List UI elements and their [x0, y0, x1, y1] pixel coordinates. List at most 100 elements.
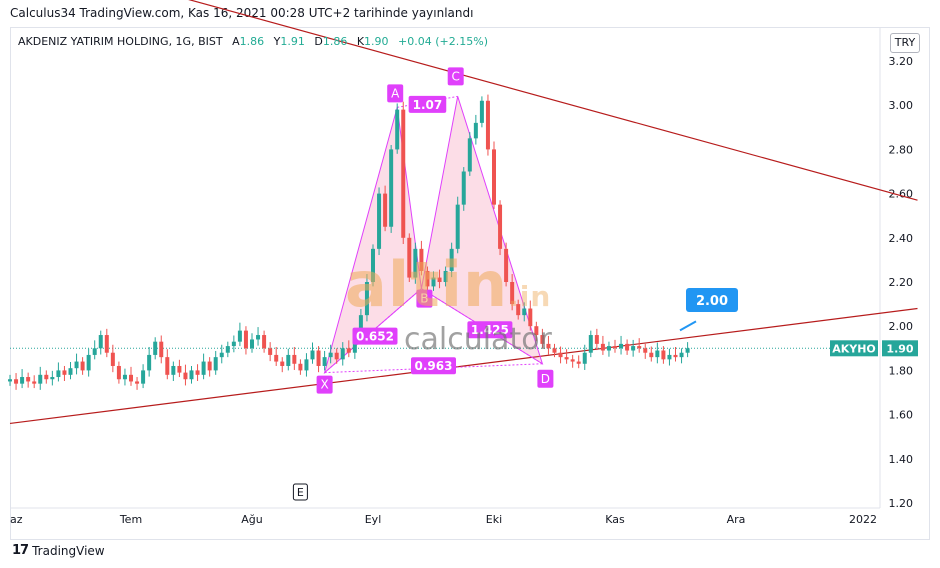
candle-body[interactable]	[110, 352, 115, 366]
candle-body[interactable]	[50, 377, 55, 380]
candle-body[interactable]	[104, 335, 109, 353]
candle-body[interactable]	[256, 335, 261, 340]
candle-body[interactable]	[340, 348, 345, 360]
candle-body[interactable]	[346, 348, 351, 353]
candle-body[interactable]	[655, 350, 660, 358]
candle-body[interactable]	[588, 335, 593, 353]
candle-body[interactable]	[8, 379, 12, 382]
candle-body[interactable]	[383, 193, 388, 227]
candle-body[interactable]	[183, 372, 188, 380]
candle-body[interactable]	[129, 374, 133, 382]
candle-body[interactable]	[165, 357, 170, 375]
candle-body[interactable]	[570, 359, 575, 362]
candle-body[interactable]	[413, 248, 418, 278]
candle-body[interactable]	[437, 277, 442, 282]
candle-body[interactable]	[62, 370, 67, 375]
candle-body[interactable]	[334, 352, 339, 360]
candle-body[interactable]	[467, 138, 472, 172]
candle-body[interactable]	[449, 248, 454, 271]
candle-body[interactable]	[625, 343, 630, 351]
candle-body[interactable]	[262, 335, 267, 349]
candle-body[interactable]	[153, 341, 158, 355]
candle-body[interactable]	[419, 248, 424, 271]
candle-body[interactable]	[485, 100, 490, 150]
candle-body[interactable]	[443, 270, 448, 282]
candle-body[interactable]	[401, 109, 406, 238]
candle-body[interactable]	[582, 352, 587, 364]
candle-body[interactable]	[613, 346, 617, 349]
candle-body[interactable]	[122, 374, 127, 380]
candle-body[interactable]	[68, 368, 73, 375]
candle-body[interactable]	[26, 377, 31, 382]
candle-body[interactable]	[643, 348, 648, 353]
candle-body[interactable]	[619, 343, 624, 349]
candle-body[interactable]	[280, 361, 285, 366]
candle-body[interactable]	[528, 308, 533, 327]
candle-body[interactable]	[661, 350, 666, 360]
candle-body[interactable]	[473, 122, 478, 139]
candle-body[interactable]	[504, 248, 509, 282]
candle-body[interactable]	[558, 352, 563, 358]
candle-body[interactable]	[14, 379, 19, 384]
candle-body[interactable]	[631, 346, 636, 351]
candle-body[interactable]	[225, 346, 230, 353]
candle-body[interactable]	[86, 354, 91, 371]
candle-body[interactable]	[80, 361, 85, 371]
candle-body[interactable]	[147, 354, 152, 371]
candle-body[interactable]	[304, 359, 309, 371]
candle-body[interactable]	[98, 335, 103, 349]
candle-body[interactable]	[395, 109, 400, 150]
candle-body[interactable]	[389, 149, 394, 227]
candle-body[interactable]	[352, 339, 357, 353]
candle-body[interactable]	[516, 304, 521, 316]
candle-body[interactable]	[92, 348, 97, 355]
candle-body[interactable]	[546, 343, 551, 349]
candle-body[interactable]	[116, 365, 121, 380]
candle-body[interactable]	[358, 315, 363, 340]
candle-body[interactable]	[461, 171, 466, 205]
candle-body[interactable]	[20, 377, 25, 384]
candle-body[interactable]	[425, 270, 430, 287]
candle-body[interactable]	[286, 354, 291, 366]
candle-body[interactable]	[38, 374, 43, 384]
candle-body[interactable]	[492, 149, 496, 205]
candle-body[interactable]	[171, 365, 176, 375]
candle-body[interactable]	[564, 357, 569, 360]
candle-body[interactable]	[522, 308, 527, 316]
candle-body[interactable]	[201, 361, 206, 375]
candle-body[interactable]	[195, 370, 200, 375]
candle-body[interactable]	[32, 381, 37, 384]
candle-body[interactable]	[231, 341, 236, 347]
candle-body[interactable]	[371, 248, 375, 282]
candle-body[interactable]	[159, 341, 164, 358]
candle-body[interactable]	[74, 361, 79, 369]
candle-body[interactable]	[479, 100, 484, 123]
trendline-upper[interactable]	[131, 0, 918, 201]
candle-body[interactable]	[364, 282, 369, 316]
candle-body[interactable]	[540, 335, 545, 344]
candle-body[interactable]	[667, 354, 672, 360]
candle-body[interactable]	[552, 348, 557, 353]
candle-body[interactable]	[673, 354, 678, 358]
trendline-lower[interactable]	[9, 307, 918, 425]
candle-body[interactable]	[600, 343, 605, 351]
candle-body[interactable]	[177, 365, 182, 373]
candle-body[interactable]	[141, 370, 146, 384]
candle-body[interactable]	[685, 348, 690, 353]
target-callout-bg[interactable]	[686, 288, 738, 312]
candle-body[interactable]	[274, 354, 279, 362]
currency-button[interactable]: TRY	[890, 33, 920, 53]
candle-body[interactable]	[431, 277, 436, 287]
candle-body[interactable]	[576, 361, 581, 364]
candle-body[interactable]	[594, 335, 599, 344]
candle-body[interactable]	[455, 204, 460, 249]
candle-body[interactable]	[135, 381, 140, 384]
candle-body[interactable]	[268, 348, 273, 355]
candle-body[interactable]	[606, 346, 611, 351]
candle-body[interactable]	[243, 330, 248, 349]
candle-body[interactable]	[207, 361, 212, 371]
candle-body[interactable]	[44, 374, 49, 380]
candle-body[interactable]	[534, 326, 539, 336]
candle-body[interactable]	[498, 204, 503, 249]
